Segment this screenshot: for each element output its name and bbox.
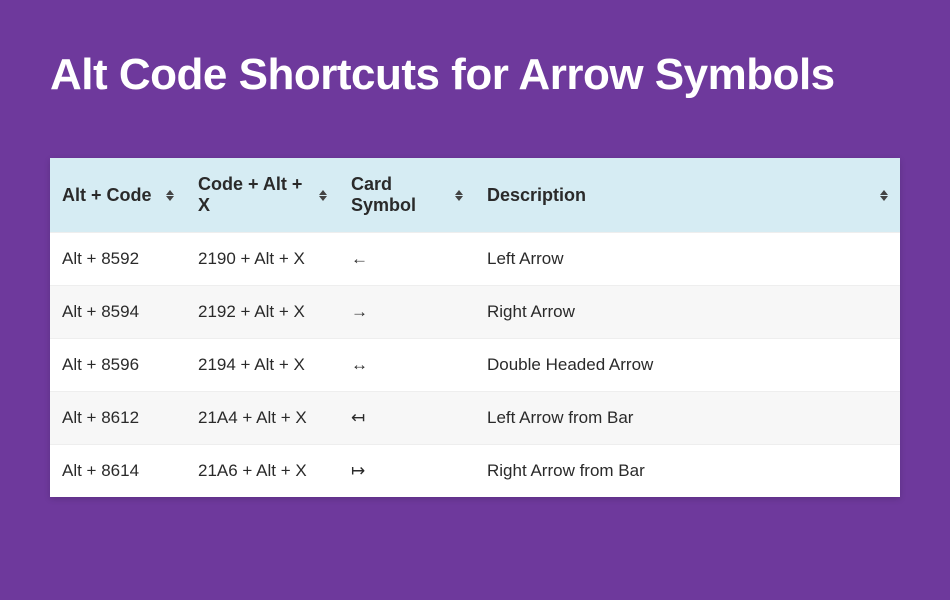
cell-description: Left Arrow: [475, 233, 900, 286]
cell-alt-code: Alt + 8612: [50, 392, 186, 445]
col-header-description[interactable]: Description: [475, 158, 900, 233]
cell-alt-code: Alt + 8614: [50, 445, 186, 498]
sort-icon: [166, 190, 174, 201]
page-title: Alt Code Shortcuts for Arrow Symbols: [50, 50, 900, 100]
sort-icon: [880, 190, 888, 201]
cell-code-alt-x: 2194 + Alt + X: [186, 339, 339, 392]
col-header-label: Description: [487, 185, 586, 206]
cell-code-alt-x: 21A4 + Alt + X: [186, 392, 339, 445]
table-row: Alt + 8614 21A6 + Alt + X ↦ Right Arrow …: [50, 445, 900, 498]
col-header-label: Card Symbol: [351, 174, 449, 216]
cell-symbol: ↔: [339, 339, 475, 392]
cell-alt-code: Alt + 8596: [50, 339, 186, 392]
col-header-label: Alt + Code: [62, 185, 152, 206]
cell-code-alt-x: 21A6 + Alt + X: [186, 445, 339, 498]
col-header-symbol[interactable]: Card Symbol: [339, 158, 475, 233]
cell-alt-code: Alt + 8594: [50, 286, 186, 339]
cell-description: Right Arrow from Bar: [475, 445, 900, 498]
shortcuts-table-wrap: Alt + Code Code + Alt + X Card Symbol: [50, 158, 900, 497]
col-header-label: Code + Alt + X: [198, 174, 313, 216]
table-row: Alt + 8594 2192 + Alt + X → Right Arrow: [50, 286, 900, 339]
page: Alt Code Shortcuts for Arrow Symbols Alt…: [0, 0, 950, 497]
table-row: Alt + 8612 21A4 + Alt + X ↤ Left Arrow f…: [50, 392, 900, 445]
cell-description: Right Arrow: [475, 286, 900, 339]
cell-alt-code: Alt + 8592: [50, 233, 186, 286]
col-header-alt-code[interactable]: Alt + Code: [50, 158, 186, 233]
sort-icon: [319, 190, 327, 201]
shortcuts-table: Alt + Code Code + Alt + X Card Symbol: [50, 158, 900, 497]
cell-code-alt-x: 2190 + Alt + X: [186, 233, 339, 286]
col-header-code-alt-x[interactable]: Code + Alt + X: [186, 158, 339, 233]
cell-description: Double Headed Arrow: [475, 339, 900, 392]
cell-symbol: ←: [339, 233, 475, 286]
cell-description: Left Arrow from Bar: [475, 392, 900, 445]
cell-symbol: ↦: [339, 445, 475, 498]
cell-symbol: ↤: [339, 392, 475, 445]
table-row: Alt + 8592 2190 + Alt + X ← Left Arrow: [50, 233, 900, 286]
sort-icon: [455, 190, 463, 201]
cell-code-alt-x: 2192 + Alt + X: [186, 286, 339, 339]
table-row: Alt + 8596 2194 + Alt + X ↔ Double Heade…: [50, 339, 900, 392]
cell-symbol: →: [339, 286, 475, 339]
table-header-row: Alt + Code Code + Alt + X Card Symbol: [50, 158, 900, 233]
